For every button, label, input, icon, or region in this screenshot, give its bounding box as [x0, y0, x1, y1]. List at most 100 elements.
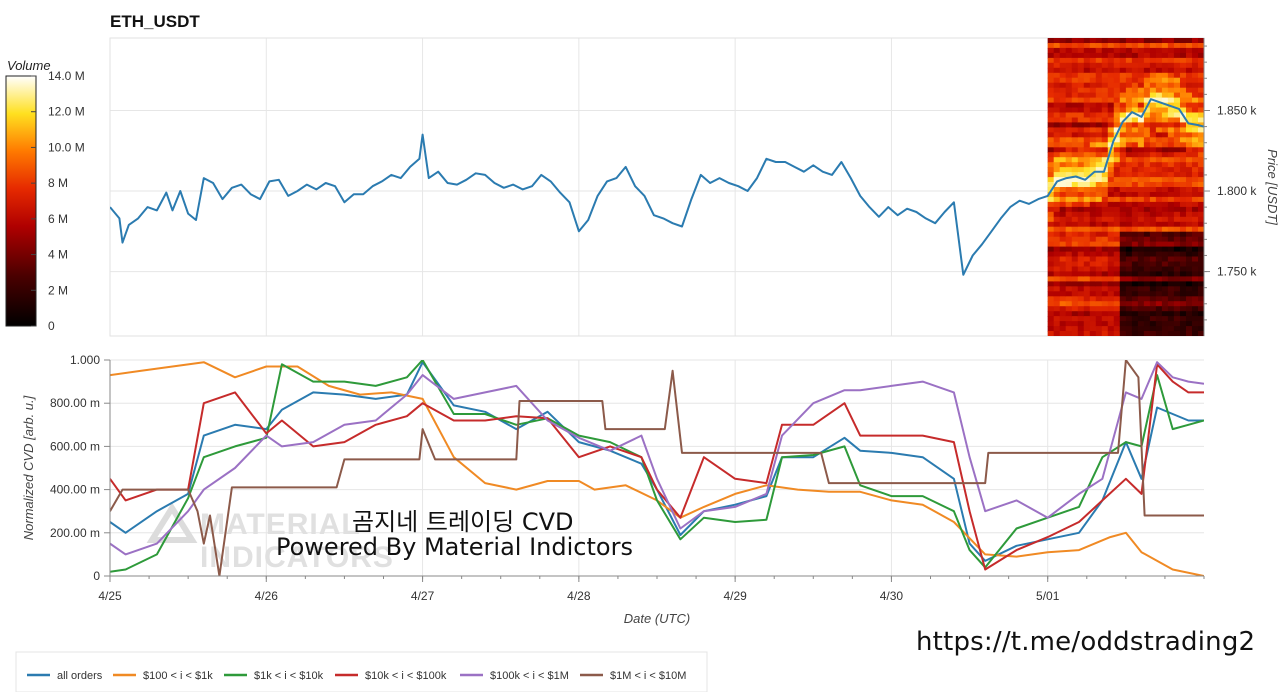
heatmap-cell	[1192, 241, 1199, 248]
heatmap-cell	[1077, 201, 1085, 208]
heatmap-cell	[1131, 216, 1139, 223]
heatmap-cell	[1107, 132, 1115, 138]
heatmap-cell	[1161, 236, 1169, 243]
heatmap-cell	[1192, 127, 1199, 133]
heatmap-cell	[1047, 271, 1055, 277]
heatmap-cell	[1047, 311, 1055, 317]
heatmap-cell	[1119, 92, 1127, 99]
heatmap-cell	[1071, 226, 1079, 233]
heatmap-cell	[1173, 281, 1181, 287]
heatmap-cell	[1047, 127, 1055, 133]
heatmap-cell	[1198, 142, 1204, 148]
heatmap-cell	[1101, 256, 1109, 263]
heatmap-cell	[1167, 157, 1175, 163]
heatmap-cell	[1101, 221, 1109, 228]
heatmap-cell	[1047, 201, 1055, 208]
heatmap-cell	[1065, 192, 1073, 198]
heatmap-cell	[1053, 236, 1061, 243]
heatmap-cell	[1101, 236, 1109, 243]
heatmap-cell	[1071, 311, 1079, 317]
heatmap-cell	[1113, 216, 1121, 223]
heatmap-cell	[1101, 231, 1109, 238]
heatmap-cell	[1107, 67, 1115, 74]
heatmap-cell	[1186, 142, 1193, 148]
heatmap-cell	[1161, 241, 1169, 248]
heatmap-cell	[1101, 326, 1109, 332]
heatmap-cell	[1071, 276, 1079, 282]
heatmap-cell	[1071, 102, 1079, 109]
heatmap-cell	[1089, 132, 1097, 138]
heatmap-cell	[1137, 251, 1145, 258]
heatmap-cell	[1065, 87, 1073, 94]
heatmap-cell	[1047, 57, 1055, 64]
heatmap-cell	[1143, 296, 1151, 302]
heatmap-cell	[1101, 132, 1109, 138]
heatmap-cell	[1143, 92, 1151, 99]
heatmap-cell	[1161, 206, 1169, 213]
heatmap-cell	[1119, 236, 1127, 243]
heatmap-cell	[1065, 321, 1073, 327]
heatmap-cell	[1180, 316, 1187, 322]
heatmap-cell	[1113, 192, 1121, 198]
heatmap-cell	[1113, 326, 1121, 332]
heatmap-cell	[1095, 152, 1103, 158]
heatmap-cell	[1125, 196, 1133, 203]
heatmap-cell	[1095, 316, 1103, 322]
heatmap-cell	[1065, 221, 1073, 228]
heatmap-cell	[1083, 72, 1091, 79]
heatmap-cell	[1047, 211, 1055, 218]
heatmap-cell	[1198, 43, 1204, 49]
heatmap-cell	[1119, 231, 1127, 238]
heatmap-cell	[1192, 192, 1199, 198]
heatmap-cell	[1131, 226, 1139, 233]
heatmap-cell	[1143, 87, 1151, 94]
heatmap-cell	[1101, 331, 1109, 336]
heatmap-cell	[1125, 236, 1133, 243]
heatmap-cell	[1107, 127, 1115, 133]
heatmap-cell	[1077, 127, 1085, 133]
heatmap-cell	[1143, 201, 1151, 208]
heatmap-cell	[1125, 231, 1133, 238]
heatmap-cell	[1192, 266, 1199, 273]
heatmap-cell	[1113, 196, 1121, 203]
heatmap-cell	[1186, 256, 1193, 263]
heatmap-cell	[1137, 137, 1145, 143]
heatmap-cell	[1083, 296, 1091, 302]
heatmap-cell	[1155, 196, 1163, 203]
heatmap-cell	[1089, 97, 1097, 104]
heatmap-cell	[1143, 266, 1151, 273]
heatmap-cell	[1095, 187, 1103, 193]
heatmap-cell	[1198, 261, 1204, 268]
heatmap-cell	[1107, 241, 1115, 248]
heatmap-cell	[1131, 306, 1139, 312]
heatmap-cell	[1083, 187, 1091, 193]
top-panel-frame	[109, 37, 1205, 337]
heatmap-cell	[1173, 261, 1181, 268]
heatmap-cell	[1149, 152, 1157, 158]
heatmap-cell	[1107, 182, 1115, 188]
legend-label-all_orders: all orders	[57, 670, 103, 682]
heatmap-cell	[1047, 196, 1055, 203]
heatmap-cell	[1071, 271, 1079, 277]
heatmap-cell	[1113, 286, 1121, 292]
heatmap-cell	[1095, 271, 1103, 277]
heatmap-cell	[1161, 301, 1169, 307]
heatmap-cell	[1125, 201, 1133, 208]
footer-url[interactable]: https://t.me/oddstrading2	[916, 627, 1256, 657]
heatmap-cell	[1186, 67, 1193, 74]
heatmap-cell	[1071, 122, 1079, 128]
heatmap-cell	[1071, 62, 1079, 69]
heatmap-cell	[1161, 251, 1169, 258]
heatmap-cell	[1107, 172, 1115, 178]
heatmap-cell	[1119, 206, 1127, 213]
heatmap-cell	[1161, 286, 1169, 292]
heatmap-cell	[1047, 67, 1055, 74]
heatmap-cell	[1089, 112, 1097, 119]
heatmap-cell	[1083, 122, 1091, 128]
heatmap-cell	[1173, 57, 1181, 64]
heatmap-cell	[1143, 177, 1151, 183]
heatmap-cell	[1167, 291, 1175, 297]
heatmap-cell	[1167, 321, 1175, 327]
heatmap-cell	[1089, 162, 1097, 168]
